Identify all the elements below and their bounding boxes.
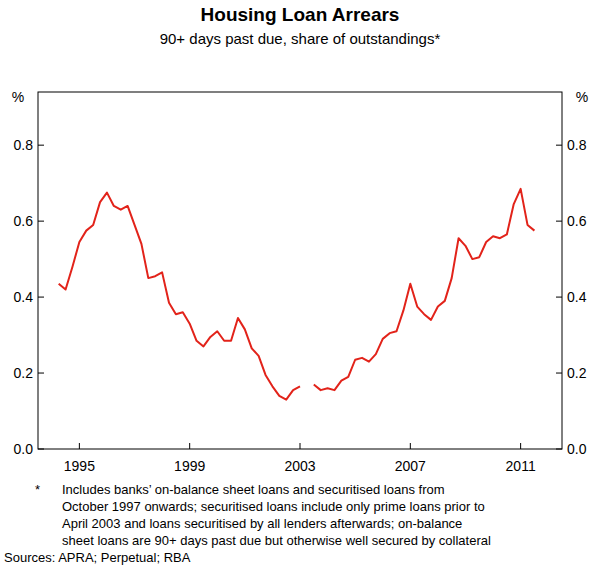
y-tick-label-right: 0.4 (567, 289, 587, 305)
y-tick-right (556, 297, 562, 298)
y-tick-label-right: 0.0 (567, 441, 587, 457)
x-tick (79, 443, 80, 449)
arrears-line (59, 189, 535, 400)
y-tick-right (556, 449, 562, 450)
y-tick-label-right: 0.2 (567, 365, 587, 381)
plot-frame (38, 92, 562, 449)
y-tick-right (556, 145, 562, 146)
x-tick (410, 443, 411, 449)
note-line: sheet loans are 90+ days past due but ot… (62, 533, 491, 548)
source: Sources: APRA; Perpetual; RBA (4, 550, 191, 565)
y-tick (38, 449, 44, 450)
x-tick-label: 2011 (506, 458, 536, 474)
y-tick (38, 297, 44, 298)
note-line: October 1997 onwards; securitised loans … (62, 499, 485, 514)
x-tick-label: 1999 (174, 458, 205, 474)
y-tick-label: 0.2 (14, 365, 34, 381)
y-tick-label: 0.4 (14, 289, 34, 305)
note-line: April 2003 and loans securitised by all … (62, 516, 462, 531)
subtitle: 90+ days past due, share of outstandings… (160, 30, 441, 47)
chart-svg: Housing Loan Arrears 90+ days past due, s… (0, 0, 600, 571)
y-tick-label: 0.8 (14, 137, 34, 153)
x-tick-label: 2003 (284, 458, 315, 474)
y-tick-right (556, 373, 562, 374)
y-tick (38, 373, 44, 374)
chart-container: Housing Loan Arrears 90+ days past due, s… (0, 0, 600, 571)
y-tick-label: 0.6 (14, 213, 34, 229)
note-line: Includes banks’ on-balance sheet loans a… (62, 482, 445, 497)
y-tick-label: 0.0 (14, 441, 34, 457)
x-tick-label: 1995 (64, 458, 95, 474)
y-axis-label: % (12, 89, 24, 105)
x-tick (189, 443, 190, 449)
x-tick (520, 443, 521, 449)
y-tick (38, 221, 44, 222)
y-tick-label-right: 0.6 (567, 213, 587, 229)
y-tick (38, 145, 44, 146)
title: Housing Loan Arrears (201, 4, 400, 25)
note-marker: * (35, 482, 40, 497)
y-tick-label-right: 0.8 (567, 137, 587, 153)
x-tick (300, 443, 301, 449)
y-tick-right (556, 221, 562, 222)
y-axis-label-right: % (576, 89, 588, 105)
x-tick-label: 2007 (395, 458, 426, 474)
plot-area (59, 189, 535, 400)
